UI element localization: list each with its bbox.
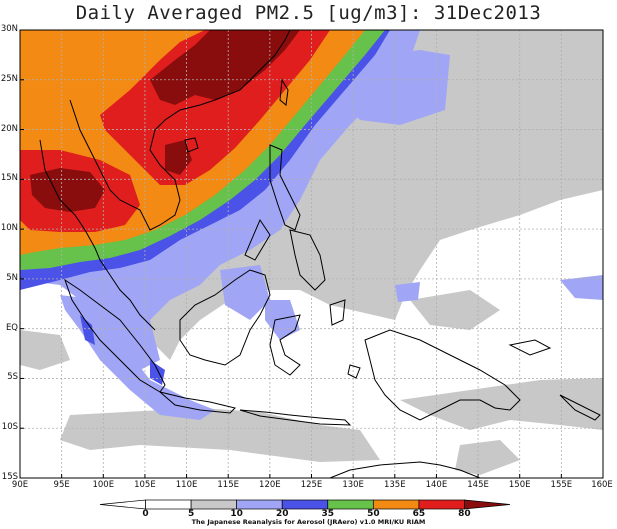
colorbar-swatch	[99, 499, 146, 510]
coastline-sumatra	[64, 278, 166, 393]
latitude-label: EQ	[5, 322, 18, 333]
longitude-label: 135E	[383, 480, 406, 490]
colorbar-swatch	[327, 499, 374, 510]
latitude-label: 5S	[7, 372, 18, 383]
colorbar-tick-label: 65	[412, 509, 426, 519]
longitude-label: 155E	[550, 480, 573, 490]
concentration-field	[20, 30, 603, 475]
coastline-lesser-sunda	[239, 409, 352, 426]
colorbar-swatch	[464, 499, 511, 510]
colorbar-tick-label: 5	[187, 509, 195, 519]
map-title: Daily Averaged PM2.5 [ug/m3]: 31Dec2013	[75, 2, 542, 24]
axis-ticks	[19, 29, 604, 479]
latitude-label: 25N	[0, 73, 18, 84]
longitude-label: 145E	[467, 480, 489, 490]
coastline-borneo	[179, 269, 271, 366]
longitude-label: 110E	[175, 480, 198, 490]
colorbar-swatch	[145, 499, 192, 510]
latitude-label: 10S	[1, 422, 18, 433]
longitude-label: 115E	[217, 480, 239, 490]
longitude-label: 90E	[11, 480, 29, 490]
colorbar-tick-label: 80	[458, 509, 471, 519]
colorbar-swatch	[190, 499, 238, 510]
colorbar-tick-label: 10	[230, 509, 243, 519]
coastline-solomon	[559, 394, 601, 421]
latitude-label: 10N	[0, 223, 18, 234]
longitude-label: 95E	[53, 480, 70, 490]
coastline-palawan	[244, 218, 271, 261]
colorbar-tick-label: 0	[142, 509, 149, 519]
latitude-label: 30N	[0, 24, 18, 34]
colorbar-swatch	[236, 499, 283, 510]
credit-line: The Japanese Reanalysis for Aerosol (JRA…	[191, 518, 426, 526]
colorbar-swatch	[372, 499, 420, 510]
colorbar	[99, 499, 511, 510]
longitude-label: 120E	[259, 480, 281, 490]
coastline-australia	[329, 461, 481, 478]
coastline-new-guinea	[364, 329, 521, 421]
coastline-mindanao	[289, 229, 326, 291]
latitude-label: 5N	[6, 272, 18, 283]
coastline-new-britain	[508, 339, 552, 356]
graticule	[20, 30, 603, 478]
coastlines	[39, 30, 601, 478]
colorbar-tick-label: 50	[367, 509, 380, 519]
coastline-south-china	[214, 30, 291, 101]
coastline-indochina	[39, 139, 156, 331]
longitude-label: 100E	[92, 480, 115, 490]
longitude-label: 105E	[134, 480, 156, 490]
coastline-taiwan	[279, 78, 289, 106]
coastline-halmahera	[329, 299, 346, 326]
coastline-java	[159, 391, 236, 414]
coastline-seram	[347, 364, 361, 379]
longitude-label: 130E	[342, 480, 364, 490]
coastline-hainan	[184, 137, 199, 153]
coastline-vietnam	[69, 99, 216, 231]
coastline-sulawesi	[269, 314, 301, 376]
colorbar-tick-label: 35	[321, 509, 335, 519]
pm25-level-peak	[30, 30, 300, 212]
latitude-label: 15S	[1, 472, 18, 482]
longitude-label: 140E	[425, 480, 448, 490]
longitude-label: 125E	[300, 480, 323, 490]
latitude-label: 20N	[0, 123, 18, 134]
latitude-label: 15N	[0, 173, 18, 184]
colorbar-tick-label: 20	[275, 509, 289, 519]
longitude-label: 160E	[591, 480, 613, 490]
colorbar-swatch	[281, 499, 329, 510]
longitude-label: 150E	[508, 480, 531, 490]
coastline-luzon	[269, 144, 301, 231]
colorbar-swatch	[418, 499, 465, 510]
